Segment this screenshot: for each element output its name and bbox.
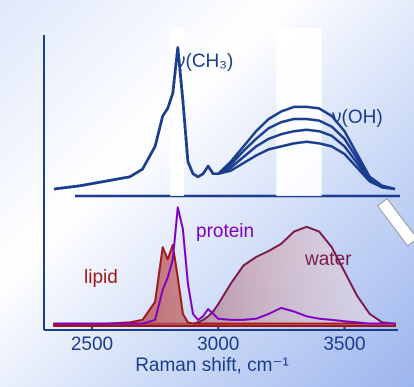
annotation: ν(OH) <box>332 107 383 128</box>
x-axis-label: Raman shift, cm⁻¹ <box>135 355 289 376</box>
highlight-band <box>276 28 322 196</box>
x-tick-label: 3500 <box>323 334 365 355</box>
x-tick-label: 3000 <box>197 334 239 355</box>
series-label: protein <box>196 221 254 242</box>
series-line <box>54 206 395 325</box>
series-label: water <box>304 249 352 270</box>
annotation: ν(CH₃) <box>176 51 233 72</box>
pointer <box>376 197 414 247</box>
pointer-bar <box>376 197 414 247</box>
x-tick-label: 2500 <box>71 334 113 355</box>
series-label: lipid <box>84 267 118 288</box>
series-line <box>53 46 396 191</box>
